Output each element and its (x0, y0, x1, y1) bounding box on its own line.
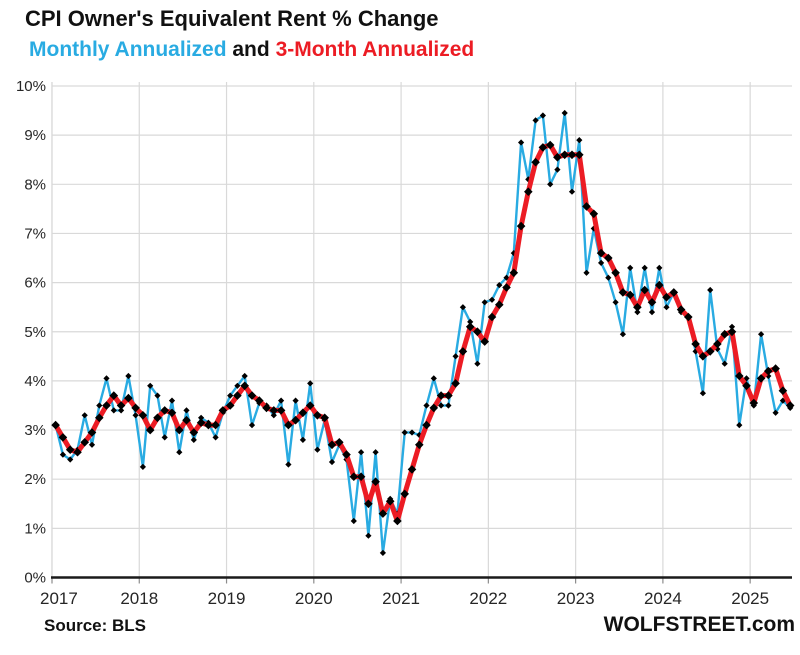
y-tick-label: 8% (24, 176, 46, 193)
y-tick-label: 5% (24, 324, 46, 341)
monthly-annualized-markers (52, 109, 794, 557)
x-tick-label: 2023 (557, 589, 595, 608)
x-tick-label: 2021 (382, 589, 420, 608)
y-tick-label: 3% (24, 422, 46, 439)
y-tick-label: 10% (16, 78, 46, 95)
y-tick-label: 9% (24, 127, 46, 144)
page-title: CPI Owner's Equivalent Rent % Change (25, 6, 439, 31)
x-tick-label: 2020 (295, 589, 333, 608)
legend-3-month-annualized: 3-Month Annualized (275, 38, 475, 61)
y-tick-label: 6% (24, 275, 46, 292)
y-tick-label: 2% (24, 471, 46, 488)
three-month-annualized-line (53, 142, 793, 524)
x-tick-label: 2025 (731, 589, 769, 608)
source-label: Source: BLS (44, 616, 147, 635)
monthly-annualized-line (54, 111, 792, 555)
y-tick-label: 4% (24, 373, 46, 390)
x-tick-label: 2018 (120, 589, 158, 608)
y-tick-label: 0% (24, 570, 46, 587)
legend-and: and (226, 38, 276, 61)
x-tick-label: 2022 (469, 589, 507, 608)
legend-monthly-annualized: Monthly Annualized (29, 38, 227, 61)
x-tick-label: 2024 (644, 589, 682, 608)
x-tick-label: 2019 (208, 589, 246, 608)
y-tick-label: 1% (24, 520, 46, 537)
wolfstreet-watermark: WOLFSTREET.com (603, 613, 795, 636)
three-month-annualized-markers (51, 140, 795, 526)
chart-legend-subtitle: Monthly Annualized and 3-Month Annualize… (29, 38, 474, 62)
x-tick-label: 2017 (40, 589, 78, 608)
y-tick-label: 7% (24, 225, 46, 242)
